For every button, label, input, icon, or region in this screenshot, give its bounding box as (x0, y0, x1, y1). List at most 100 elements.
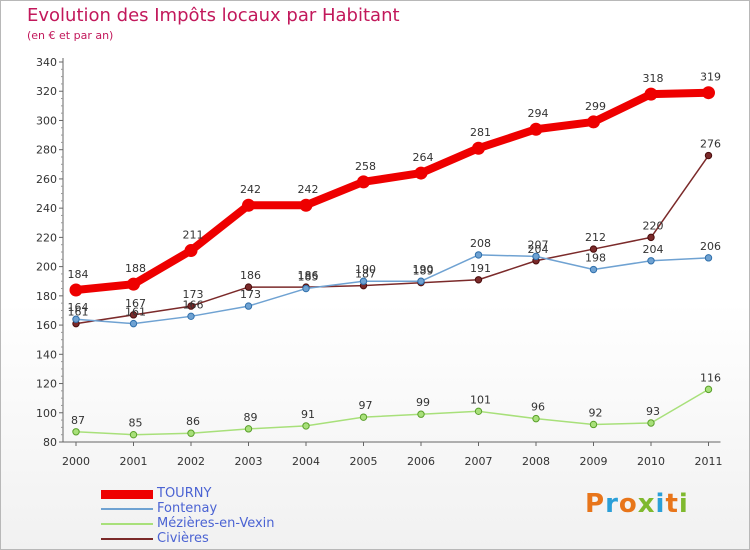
data-label: 185 (298, 271, 319, 284)
y-tick-label: 80 (43, 436, 57, 449)
proxiti-logo: Proxiti (585, 489, 689, 519)
data-point (359, 413, 368, 421)
series-line-TOURNY (72, 88, 713, 294)
data-label: 190 (355, 263, 376, 276)
logo-letter: r (605, 489, 619, 519)
data-point (187, 302, 195, 310)
x-tick-label: 2008 (522, 455, 550, 468)
data-point (302, 284, 310, 293)
data-label: 91 (301, 408, 315, 421)
data-label: 204 (528, 243, 549, 256)
logo-letter: t (665, 489, 679, 519)
data-point (244, 425, 253, 433)
data-point (187, 429, 195, 437)
data-point (647, 419, 655, 427)
data-label: 211 (183, 229, 204, 242)
data-point (474, 251, 483, 259)
logo-letter: P (585, 489, 606, 519)
data-label: 187 (355, 268, 376, 281)
data-label: 207 (528, 238, 549, 251)
data-label: 206 (700, 240, 721, 253)
data-label: 204 (643, 243, 664, 256)
y-tick-label: 120 (36, 378, 57, 391)
data-label: 164 (68, 301, 89, 314)
y-tick-label: 300 (36, 114, 57, 127)
y-tick-label: 220 (36, 231, 57, 244)
data-label: 242 (298, 183, 319, 196)
x-tick-label: 2001 (120, 455, 148, 468)
y-tick-label: 340 (36, 56, 57, 69)
data-label: 242 (240, 183, 261, 196)
data-point (704, 151, 713, 160)
legend-swatch (101, 538, 153, 540)
data-point (647, 257, 655, 265)
data-label: 161 (125, 306, 146, 319)
y-tick-label: 240 (36, 202, 57, 215)
data-label: 189 (413, 265, 434, 278)
x-tick-label: 2004 (292, 455, 320, 468)
data-point (244, 283, 253, 291)
y-tick-label: 260 (36, 173, 57, 186)
series-line-Mézières-en-Vexin (75, 388, 710, 436)
data-point (587, 115, 600, 129)
data-label: 89 (244, 411, 258, 424)
data-point (129, 319, 138, 328)
data-label: 87 (71, 414, 85, 427)
data-point (127, 277, 140, 291)
data-point (414, 166, 428, 180)
data-point (589, 265, 598, 274)
data-point (244, 302, 253, 310)
data-label: 92 (589, 406, 603, 419)
data-point (532, 252, 540, 261)
data-label: 220 (643, 219, 664, 232)
data-point (357, 175, 370, 189)
x-tick-label: 2005 (350, 455, 378, 468)
data-label: 184 (68, 268, 89, 281)
data-point (72, 315, 80, 323)
x-tick-label: 2009 (580, 455, 608, 468)
x-tick-label: 2002 (177, 455, 205, 468)
data-point (647, 233, 655, 242)
data-label: 166 (183, 298, 204, 311)
legend-label: TOURNY (157, 486, 212, 501)
data-point (472, 141, 485, 155)
logo-letter: i (655, 489, 666, 519)
legend-label: Mézières-en-Vexin (157, 516, 275, 531)
data-label: 116 (700, 371, 721, 384)
data-point (529, 122, 543, 136)
data-label: 208 (470, 237, 491, 250)
data-point (704, 385, 713, 394)
data-point (702, 86, 715, 100)
data-label: 190 (413, 263, 434, 276)
x-tick-label: 2007 (465, 455, 493, 468)
data-label: 188 (125, 262, 146, 275)
data-label: 276 (700, 138, 721, 151)
logo-letter: x (637, 489, 656, 519)
logo-letter: o (618, 489, 638, 519)
x-tick-label: 2000 (62, 455, 90, 468)
data-point (417, 410, 425, 418)
data-point (72, 428, 80, 436)
data-label: 173 (183, 288, 204, 301)
data-point (187, 312, 195, 321)
logo-letter: i (678, 489, 689, 519)
data-label: 186 (240, 269, 261, 282)
y-tick-label: 320 (36, 85, 57, 98)
data-label: 212 (585, 231, 606, 244)
data-point (704, 254, 713, 262)
data-label: 101 (470, 393, 491, 406)
y-tick-label: 200 (36, 261, 57, 274)
y-tick-label: 280 (36, 144, 57, 157)
legend-swatch (101, 489, 153, 499)
data-point (589, 420, 598, 429)
data-label: 186 (298, 269, 319, 282)
data-label: 191 (470, 262, 491, 275)
data-label: 96 (531, 401, 545, 414)
data-point (474, 407, 483, 416)
chart-title: Evolution des Impôts locaux par Habitant (27, 5, 400, 26)
data-label: 97 (359, 399, 373, 412)
legend-swatch (101, 508, 153, 510)
data-label: 319 (700, 71, 721, 84)
